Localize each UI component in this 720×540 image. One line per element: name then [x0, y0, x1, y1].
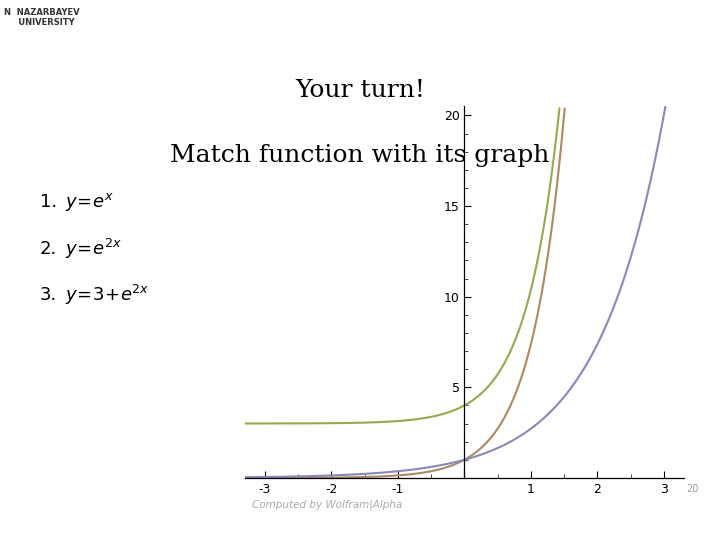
- Text: Match function with its graph: Match function with its graph: [171, 144, 549, 167]
- Text: N  NAZARBAYEV
     UNIVERSITY: N NAZARBAYEV UNIVERSITY: [4, 8, 79, 27]
- Text: $y\!=\!e^{2x}$: $y\!=\!e^{2x}$: [65, 237, 122, 261]
- Text: 1.: 1.: [40, 193, 57, 211]
- Text: $y\!=\!e^x$: $y\!=\!e^x$: [65, 191, 114, 213]
- Text: 20: 20: [686, 484, 698, 494]
- Text: 3.: 3.: [40, 286, 57, 304]
- Text: Computed by Wolfram|Alpha: Computed by Wolfram|Alpha: [252, 500, 402, 510]
- Text: 2.: 2.: [40, 240, 57, 258]
- Text: $y\!=\!3\!+\!e^{2x}$: $y\!=\!3\!+\!e^{2x}$: [65, 283, 149, 307]
- Text: Your turn!: Your turn!: [295, 79, 425, 102]
- Text: 2019-2020: 2019-2020: [591, 517, 698, 535]
- Text: Foundation Year Program: Foundation Year Program: [505, 11, 706, 24]
- Bar: [0, 0, 158, 35]
